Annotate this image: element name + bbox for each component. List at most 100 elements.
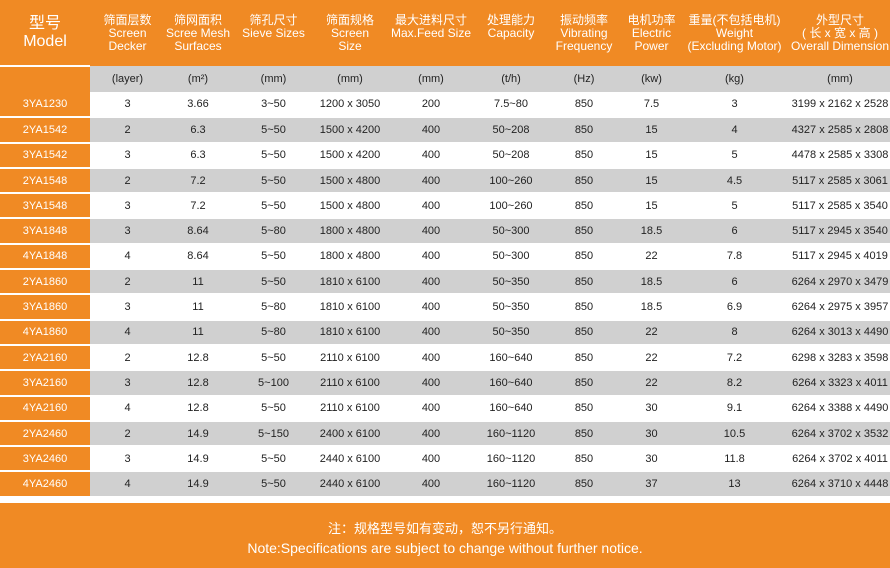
table-cell: 5~80: [231, 218, 316, 245]
table-cell: 3: [90, 142, 165, 169]
table-cell: 6264 x 3388 x 4490: [790, 395, 890, 422]
model-cell: 3YA2160: [0, 370, 90, 397]
table-cell: 22: [624, 370, 679, 397]
note-english: Note:Specifications are subject to chang…: [247, 540, 643, 556]
table-cell: 2: [90, 344, 165, 372]
table-cell: 6264 x 3710 x 4448: [790, 471, 890, 498]
table-cell: 3: [90, 193, 165, 220]
table-cell: 6264 x 2975 x 3957: [790, 294, 890, 321]
table-cell: 400: [384, 269, 478, 296]
table-cell: 30: [624, 446, 679, 473]
table-row: 3YA2160 3 12.8 5~100 2110 x 6100 400 160~640 85…: [0, 370, 890, 397]
table-cell: 1500 x 4200: [316, 117, 384, 144]
table-cell: 3: [90, 446, 165, 473]
table-cell: 1810 x 6100: [316, 319, 384, 346]
table-cell: 3: [90, 294, 165, 321]
table-row: 2YA1542 2 6.3 5~50 1500 x 4200 400 50~208 850 15…: [0, 117, 890, 144]
header-power: 电机功率 Electric Power: [624, 0, 679, 66]
table-cell: 11: [165, 269, 231, 296]
table-row: 4YA1860 4 11 5~80 1810 x 6100 400 50~350 850 22 8…: [0, 319, 890, 346]
table-row: 2YA1548 2 7.2 5~50 1500 x 4800 400 100~260 850 1…: [0, 167, 890, 195]
unit-cell: (kw): [624, 66, 679, 92]
table-cell: 850: [544, 269, 624, 296]
units-row: (layer) (m²) (mm) (mm) (mm) (t/h) (Hz) (…: [0, 66, 890, 92]
table-cell: 7.2: [165, 193, 231, 220]
table-cell: 400: [384, 370, 478, 397]
header-sieve: 筛孔尺寸 Sieve Sizes: [231, 0, 316, 66]
model-cell: 3YA1848: [0, 218, 90, 245]
table-cell: 5~80: [231, 294, 316, 321]
table-cell: 7.5: [624, 92, 679, 119]
table-cell: 100~260: [478, 193, 544, 220]
table-cell: 850: [544, 319, 624, 346]
table-cell: 50~300: [478, 218, 544, 245]
header-row: 型号 Model 筛面层数 Screen Decker 筛网面积 Scree M…: [0, 0, 890, 67]
model-cell: 2YA1548: [0, 167, 90, 195]
table-cell: 4.5: [679, 167, 790, 195]
units-model-blank: [0, 66, 90, 92]
header-dimension: 外型尺寸 ( 长 x 宽 x 高 ) Overall Dimension: [790, 0, 890, 66]
table-cell: 850: [544, 193, 624, 220]
table-cell: 850: [544, 92, 624, 119]
table-row: 2YA1860 2 11 5~50 1810 x 6100 400 50~350 850 18.…: [0, 269, 890, 296]
model-cell: 3YA1860: [0, 294, 90, 321]
table-cell: 2: [90, 167, 165, 195]
table-cell: 7.2: [679, 344, 790, 372]
table-cell: 5~50: [231, 142, 316, 169]
table-cell: 14.9: [165, 420, 231, 448]
table-cell: 4: [679, 117, 790, 144]
model-cell: 4YA1860: [0, 319, 90, 346]
table-cell: 400: [384, 471, 478, 498]
table-cell: 14.9: [165, 446, 231, 473]
table-cell: 2110 x 6100: [316, 370, 384, 397]
header-surface: 筛网面积 Scree Mesh Surfaces: [165, 0, 231, 66]
table-cell: 14.9: [165, 471, 231, 498]
table-cell: 6.3: [165, 117, 231, 144]
table-cell: 160~640: [478, 395, 544, 422]
table-cell: 6264 x 3702 x 3532: [790, 420, 890, 448]
table-cell: 400: [384, 420, 478, 448]
table-cell: 30: [624, 420, 679, 448]
header-screen: 筛面规格 Screen Size: [316, 0, 384, 66]
table-cell: 8.64: [165, 243, 231, 271]
table-cell: 7.8: [679, 243, 790, 271]
table-cell: 100~260: [478, 167, 544, 195]
header-weight: 重量(不包括电机) Weight (Excluding Motor): [679, 0, 790, 66]
table-cell: 6264 x 3702 x 4011: [790, 446, 890, 473]
table-row: 3YA1848 3 8.64 5~80 1800 x 4800 400 50~300 850 1…: [0, 218, 890, 245]
footer-note: 注：规格型号如有变动，恕不另行通知。 Note:Specifications a…: [0, 503, 890, 568]
model-cell: 4YA2160: [0, 395, 90, 422]
unit-cell: (Hz): [544, 66, 624, 92]
table-cell: 6.9: [679, 294, 790, 321]
model-cell: 3YA2460: [0, 446, 90, 473]
table-cell: 22: [624, 243, 679, 271]
table-cell: 5~80: [231, 319, 316, 346]
table-cell: 50~300: [478, 243, 544, 271]
table-cell: 200: [384, 92, 478, 119]
table-cell: 6: [679, 269, 790, 296]
table-cell: 50~350: [478, 294, 544, 321]
model-cell: 2YA1860: [0, 269, 90, 296]
table-cell: 9.1: [679, 395, 790, 422]
table-cell: 160~1120: [478, 446, 544, 473]
table-cell: 22: [624, 319, 679, 346]
table-cell: 1800 x 4800: [316, 243, 384, 271]
table-cell: 22: [624, 344, 679, 372]
table-cell: 2: [90, 269, 165, 296]
table-cell: 5117 x 2585 x 3540: [790, 193, 890, 220]
table-cell: 3: [679, 92, 790, 119]
table-cell: 850: [544, 344, 624, 372]
table-cell: 5117 x 2945 x 4019: [790, 243, 890, 271]
table-cell: 11: [165, 319, 231, 346]
table-row: 3YA1860 3 11 5~80 1810 x 6100 400 50~350 850 18.…: [0, 294, 890, 321]
table-row: 4YA2460 4 14.9 5~50 2440 x 6100 400 160~1120 85…: [0, 471, 890, 498]
table-cell: 400: [384, 319, 478, 346]
table-cell: 15: [624, 167, 679, 195]
table-cell: 50~350: [478, 319, 544, 346]
table-cell: 400: [384, 395, 478, 422]
unit-cell: (layer): [90, 66, 165, 92]
table-cell: 400: [384, 117, 478, 144]
table-cell: 400: [384, 344, 478, 372]
table-cell: 5~50: [231, 243, 316, 271]
table-cell: 850: [544, 294, 624, 321]
